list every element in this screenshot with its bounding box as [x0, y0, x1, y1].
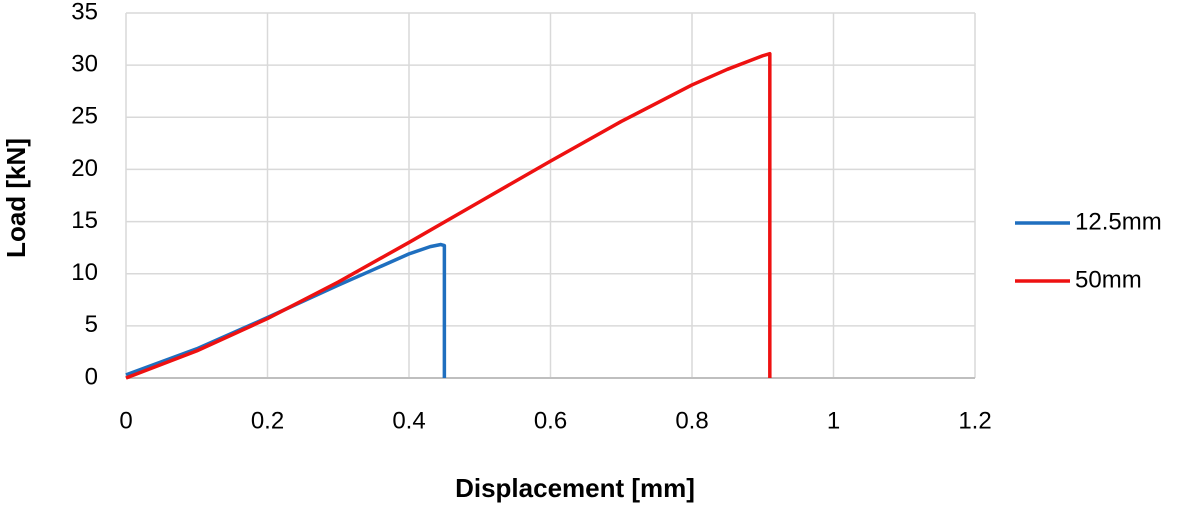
y-tick-label: 0 — [85, 363, 98, 390]
y-tick-label: 5 — [85, 311, 98, 338]
x-tick-label: 1.2 — [958, 407, 991, 434]
x-tick-label: 0.4 — [392, 407, 425, 434]
x-tick-label: 0.2 — [251, 407, 284, 434]
x-tick-label: 0 — [119, 407, 132, 434]
legend-label: 12.5mm — [1075, 208, 1162, 235]
y-tick-label: 20 — [71, 155, 98, 182]
y-tick-label: 30 — [71, 50, 98, 77]
x-axis-title: Displacement [mm] — [455, 473, 695, 503]
series-line — [125, 51, 772, 380]
x-tick-label: 1 — [827, 407, 840, 434]
legend-label: 50mm — [1075, 266, 1142, 293]
x-tick-label: 0.6 — [534, 407, 567, 434]
y-tick-label: 35 — [71, 0, 98, 25]
y-tick-label: 15 — [71, 207, 98, 234]
y-tick-label: 10 — [71, 259, 98, 286]
x-tick-label: 0.8 — [675, 407, 708, 434]
y-tick-label: 25 — [71, 103, 98, 130]
y-axis-title: Load [kN] — [1, 138, 31, 258]
